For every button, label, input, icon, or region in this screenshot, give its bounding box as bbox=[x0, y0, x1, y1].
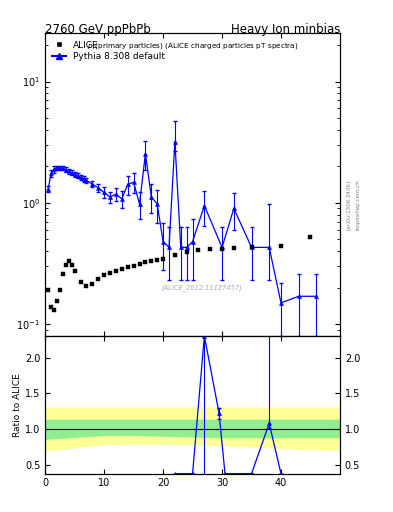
Legend: ALICE, Pythia 8.308 default: ALICE, Pythia 8.308 default bbox=[50, 38, 168, 64]
Text: (ALICE_2012.11127457): (ALICE_2012.11127457) bbox=[161, 284, 242, 291]
Text: [arXiv:1306.3436]: [arXiv:1306.3436] bbox=[346, 180, 351, 230]
Y-axis label: Ratio to ALICE: Ratio to ALICE bbox=[13, 373, 22, 437]
Text: inspirehep.cern.ch: inspirehep.cern.ch bbox=[356, 179, 361, 230]
Text: Heavy Ion minbias: Heavy Ion minbias bbox=[231, 23, 340, 36]
Text: 2760 GeV ppPbPb: 2760 GeV ppPbPb bbox=[45, 23, 151, 36]
Text: $p_{T}$(primary particles) (ALICE charged particles pT spectra): $p_{T}$(primary particles) (ALICE charge… bbox=[87, 41, 298, 51]
